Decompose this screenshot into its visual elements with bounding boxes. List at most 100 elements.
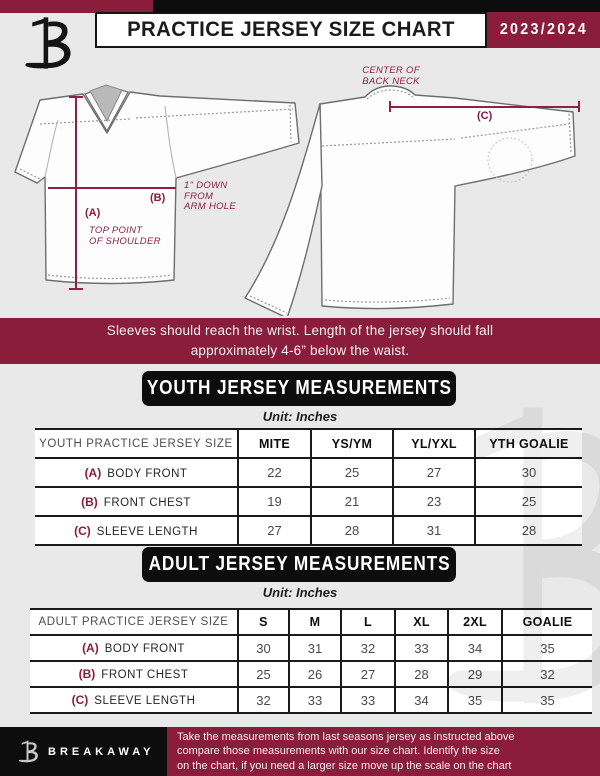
- back-jersey-diagram: [244, 85, 576, 316]
- youth-section-title: YOUTH JERSEY MEASUREMENTS: [142, 371, 456, 406]
- row-key: (B): [81, 494, 98, 509]
- youth-size-table: YOUTH PRACTICE JERSEY SIZE MITE YS/YM YL…: [35, 428, 582, 546]
- adult-col-header: 2XL: [447, 609, 502, 635]
- adult-col-header: ADULT PRACTICE JERSEY SIZE: [38, 616, 229, 628]
- row-label-cell: (C) SLEEVE LENGTH: [30, 687, 238, 713]
- table-row: (A) BODY FRONT 30 31 32 33 34 35: [30, 635, 592, 661]
- cell-value: 27: [392, 458, 475, 487]
- youth-unit-label: Unit: Inches: [262, 409, 338, 424]
- row-label-cell: (B) FRONT CHEST: [30, 661, 238, 687]
- measure-line-b: [48, 187, 176, 189]
- cell-value: 33: [394, 635, 448, 661]
- adult-unit-label: Unit: Inches: [262, 585, 338, 600]
- cell-value: 34: [394, 687, 448, 713]
- footer-brand-block: BREAKAWAY: [0, 727, 167, 776]
- cell-value: 34: [447, 635, 502, 661]
- measure-line-c: [390, 106, 580, 108]
- page-title-text: PRACTICE JERSEY SIZE CHART: [127, 18, 455, 41]
- row-label: BODY FRONT: [107, 467, 188, 480]
- youth-table-header-row: YOUTH PRACTICE JERSEY SIZE MITE YS/YM YL…: [35, 429, 582, 458]
- cell-value: 27: [237, 516, 311, 545]
- cell-value: 33: [288, 687, 341, 713]
- footer-note-text: Take the measurements from last seasons …: [177, 730, 515, 772]
- adult-col-header: M: [288, 609, 341, 635]
- cell-value: 32: [340, 635, 395, 661]
- adult-table-header-row: ADULT PRACTICE JERSEY SIZE S M L XL 2XL …: [30, 609, 592, 635]
- cell-value: 30: [474, 458, 582, 487]
- elbow-patch-guide: [487, 137, 533, 183]
- table-row: (B) FRONT CHEST 25 26 27 28 29 32: [30, 661, 592, 687]
- fit-note-banner: Sleeves should reach the wrist. Length o…: [0, 318, 600, 364]
- back-jersey-outline: [319, 85, 576, 310]
- collar-opening: [89, 84, 123, 123]
- label-b-caption: 1" DOWN FROM ARM HOLE: [184, 180, 237, 212]
- row-key: (A): [84, 465, 102, 480]
- adult-section-title-text: ADULT JERSEY MEASUREMENTS: [148, 553, 450, 575]
- measure-line-a-top-cap: [69, 96, 83, 98]
- cell-value: 32: [501, 661, 592, 687]
- adult-size-table: ADULT PRACTICE JERSEY SIZE S M L XL 2XL …: [30, 608, 592, 714]
- cell-value: 28: [310, 516, 393, 545]
- cell-value: 35: [501, 687, 592, 713]
- table-row: (C) SLEEVE LENGTH 32 33 33 34 35 35: [30, 687, 592, 713]
- cell-value: 35: [447, 687, 502, 713]
- cell-value: 25: [310, 458, 393, 487]
- youth-col-header: YOUTH PRACTICE JERSEY SIZE: [39, 437, 233, 450]
- cell-value: 32: [237, 687, 289, 713]
- page-title: PRACTICE JERSEY SIZE CHART: [95, 12, 487, 48]
- back-jersey-seams: [321, 89, 572, 303]
- footer-logo-icon: [18, 740, 38, 763]
- row-key: (C): [74, 523, 91, 538]
- front-armhole-seams: [44, 105, 177, 179]
- row-label: SLEEVE LENGTH: [96, 525, 198, 538]
- cell-value: 21: [310, 487, 393, 516]
- season-badge-text: 2023/2024: [499, 21, 588, 38]
- back-left-cuff-trim: [249, 295, 288, 314]
- table-row: (A) BODY FRONT 22 25 27 30: [35, 458, 582, 487]
- cell-value: 33: [340, 687, 395, 713]
- adult-col-header: GOALIE: [501, 609, 592, 635]
- measure-line-c-left-tick: [389, 101, 391, 112]
- footer-note-block: Take the measurements from last seasons …: [167, 727, 600, 776]
- youth-section-title-text: YOUTH JERSEY MEASUREMENTS: [146, 377, 452, 399]
- fit-note-text: Sleeves should reach the wrist. Length o…: [106, 323, 494, 358]
- measure-line-a: [75, 97, 77, 290]
- cell-value: 27: [340, 661, 395, 687]
- cell-value: 30: [237, 635, 289, 661]
- cell-value: 19: [237, 487, 311, 516]
- row-label: FRONT CHEST: [101, 669, 189, 681]
- cell-value: 26: [288, 661, 341, 687]
- cell-value: 22: [237, 458, 311, 487]
- cell-value: 31: [392, 516, 475, 545]
- youth-col-header: YTH GOALIE: [474, 429, 582, 458]
- row-key: (A): [82, 641, 99, 655]
- top-accent-bar-black: [153, 0, 600, 13]
- row-label-cell: (B) FRONT CHEST: [35, 487, 238, 516]
- label-back-neck-caption: CENTER OF BACK NECK: [362, 65, 420, 87]
- measure-line-a-bottom-cap: [69, 288, 83, 290]
- adult-section-title: ADULT JERSEY MEASUREMENTS: [142, 547, 456, 582]
- label-b-key: (B): [150, 192, 166, 204]
- label-c-key: (C): [477, 110, 493, 122]
- row-label-cell: (A) BODY FRONT: [35, 458, 238, 487]
- table-row: (B) FRONT CHEST 19 21 23 25: [35, 487, 582, 516]
- adult-col-header: XL: [394, 609, 448, 635]
- cell-value: 35: [501, 635, 592, 661]
- back-jersey-left-sleeve: [244, 103, 323, 316]
- cell-value: 25: [237, 661, 289, 687]
- table-row: (C) SLEEVE LENGTH 27 28 31 28: [35, 516, 582, 545]
- cell-value: 23: [392, 487, 475, 516]
- cell-value: 25: [474, 487, 582, 516]
- row-key: (C): [71, 693, 89, 707]
- cell-value: 28: [474, 516, 582, 545]
- cell-value: 31: [288, 635, 341, 661]
- youth-col-header: MITE: [237, 429, 311, 458]
- row-label: SLEEVE LENGTH: [94, 695, 196, 707]
- label-a-caption: TOP POINT OF SHOULDER: [89, 225, 161, 247]
- row-label: FRONT CHEST: [103, 496, 191, 509]
- youth-col-header: YS/YM: [310, 429, 393, 458]
- measure-line-c-right-tick: [578, 101, 580, 112]
- cell-value: 29: [447, 661, 502, 687]
- youth-col-header: YL/YXL: [392, 429, 475, 458]
